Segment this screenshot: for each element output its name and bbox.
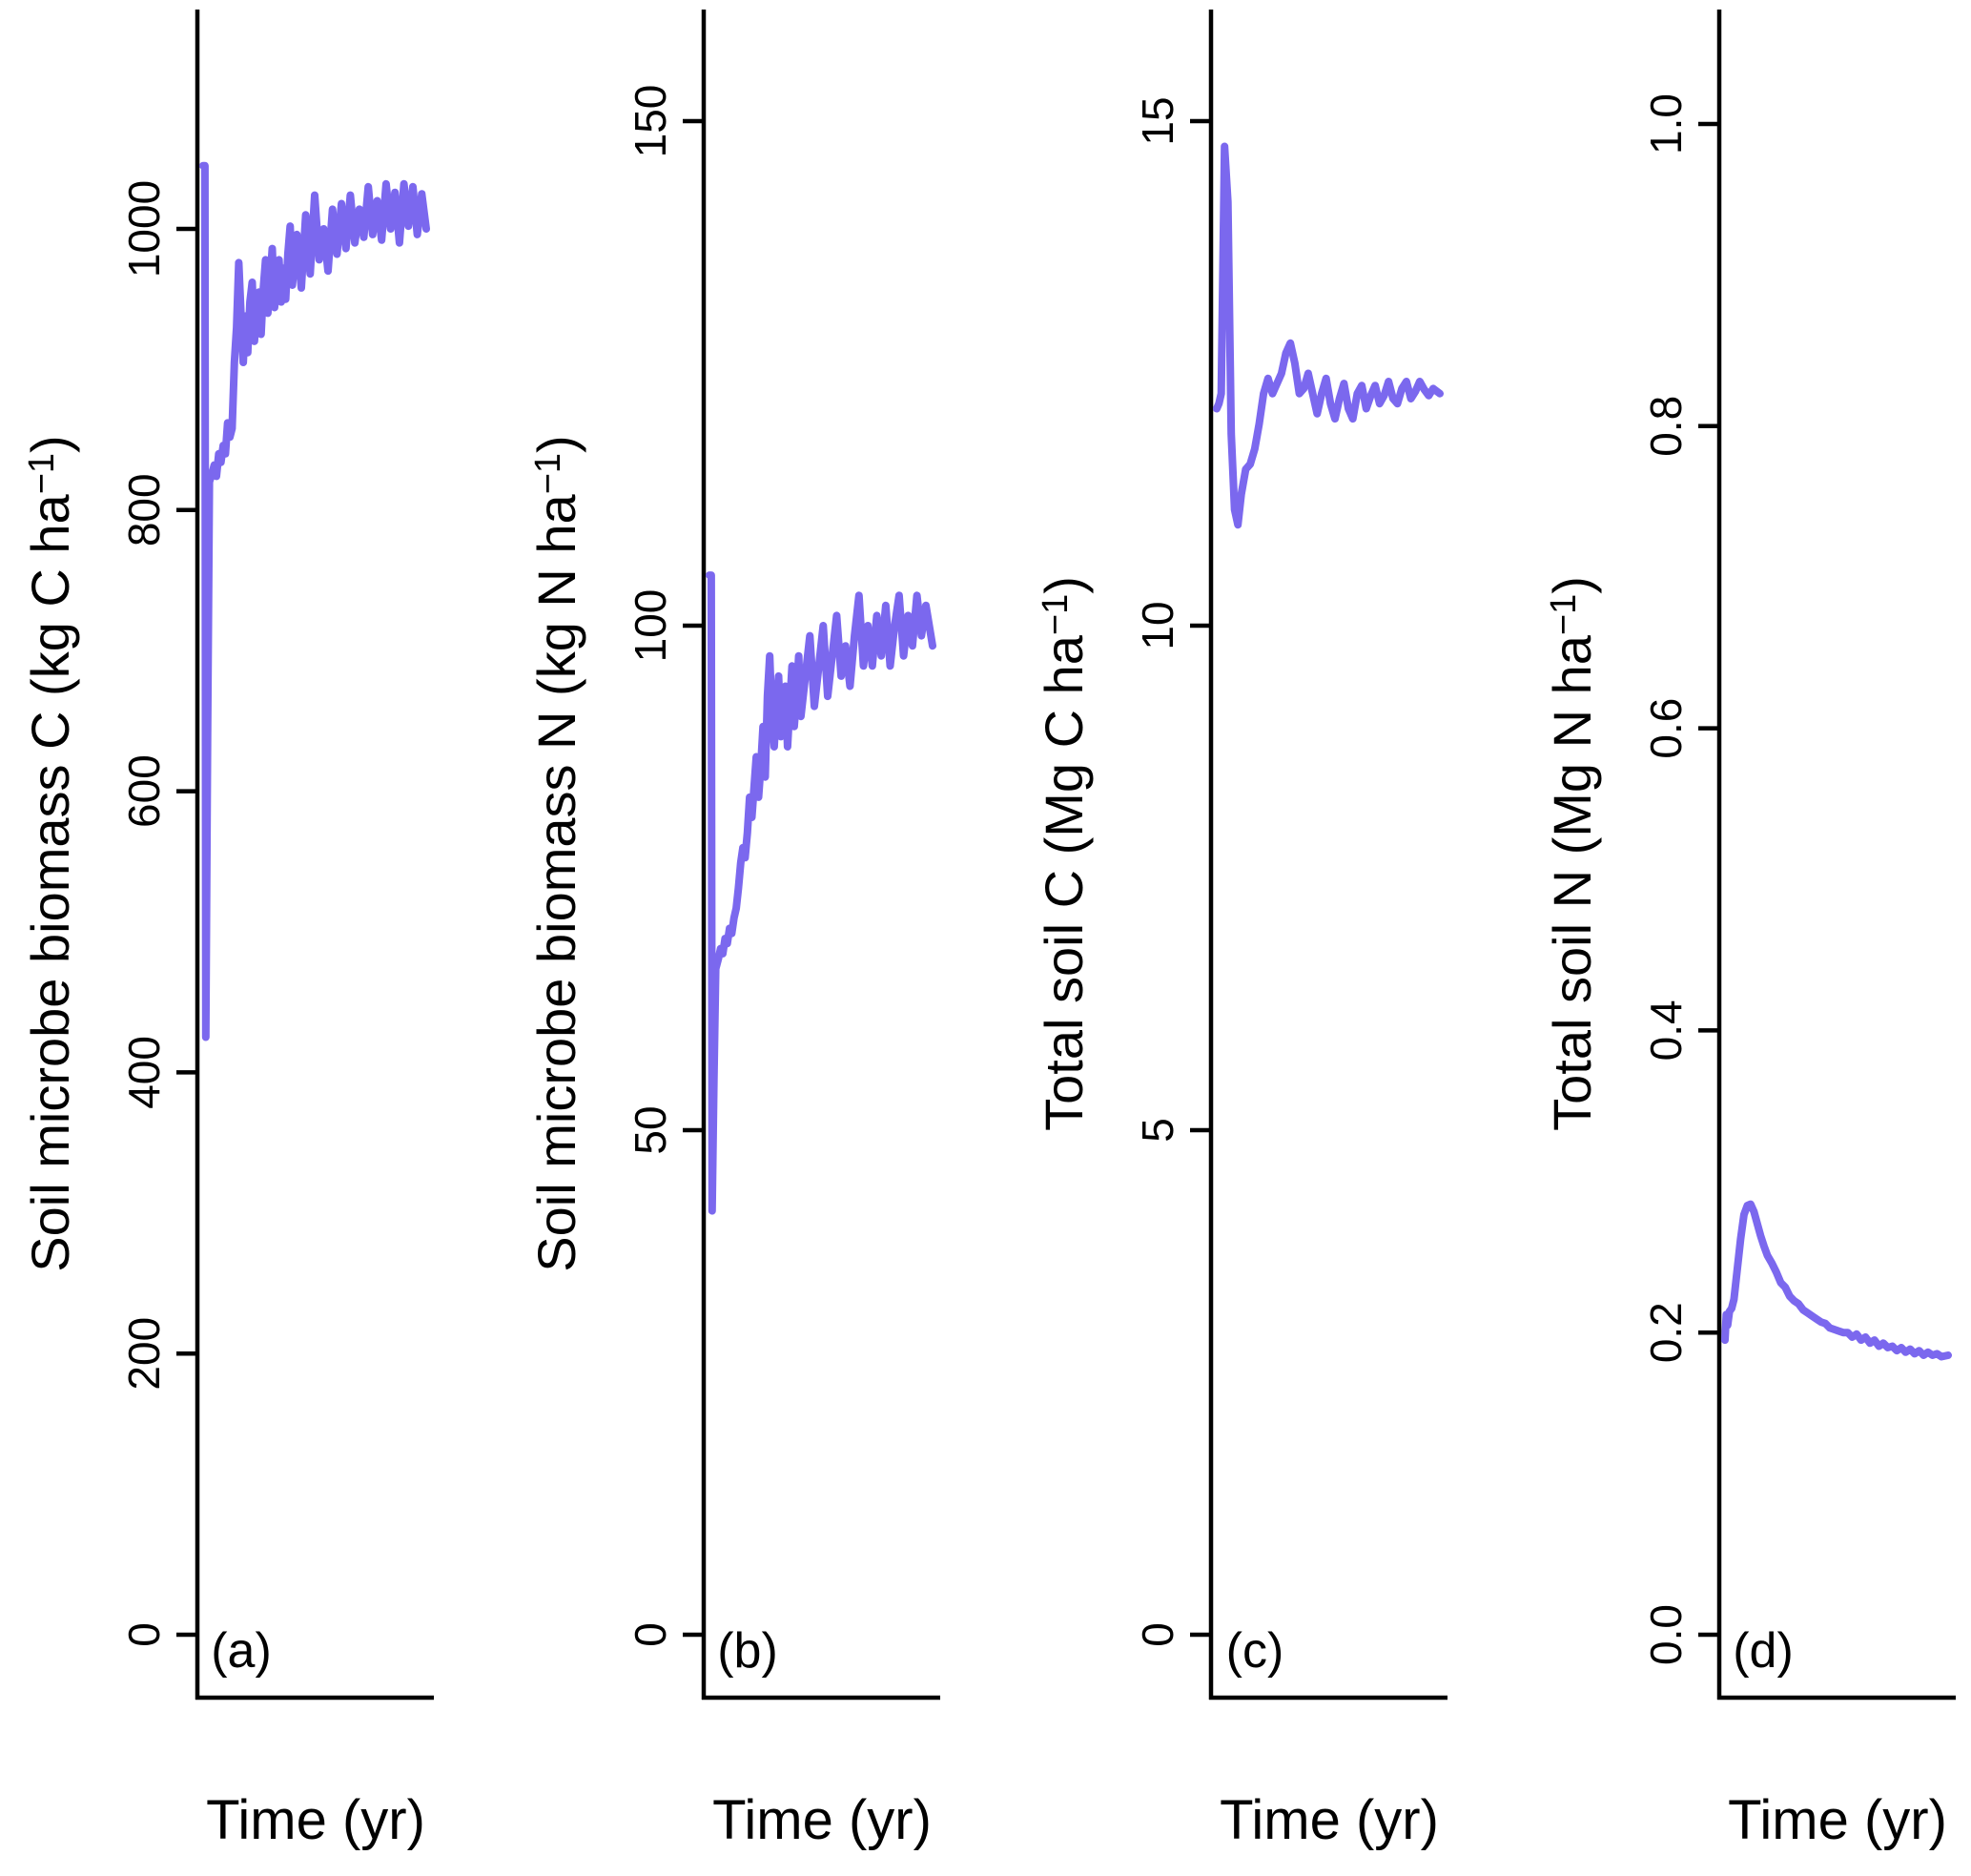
panel-a: 0 200 400 600 800 1000 Soil microbe biomass C … — [20, 10, 434, 1851]
y-tick-label: 1.0 — [1641, 93, 1691, 155]
y-tick-label: 150 — [626, 85, 675, 158]
y-axis-title: Total soil N (Mg N ha−1) — [1542, 576, 1602, 1131]
y-tick-label: 15 — [1133, 96, 1182, 145]
x-axis-title-d: Time (yr) — [1728, 1789, 1947, 1851]
panel-b: 0 50 100 150 Soil microbe biomass N (kg N ha… — [526, 10, 940, 1851]
y-tick-label: 50 — [626, 1105, 675, 1154]
panel-d: 0.0 0.2 0.4 0.6 0.8 1.0 Total soil N (Mg N ha−… — [1542, 10, 1956, 1851]
y-axis-title-text: Total soil C (Mg C ha — [1034, 634, 1094, 1131]
y-tick-label: 600 — [119, 754, 169, 828]
y-axis-title-text-end: ) — [20, 435, 80, 453]
x-axis-title-a: Time (yr) — [206, 1789, 425, 1851]
y-axis-title-text: Total soil N (Mg N ha — [1542, 634, 1602, 1131]
y-axis-title-superscript: −1 — [1544, 594, 1584, 635]
y-axis-title-superscript: −1 — [22, 453, 62, 494]
y-axis-title-text: Soil microbe biomass N (kg N ha — [526, 493, 586, 1271]
x-axis-title-c: Time (yr) — [1220, 1789, 1439, 1851]
y-tick-label: 800 — [119, 473, 169, 546]
y-tick-label: 5 — [1133, 1118, 1182, 1143]
panel-letter-c: (c) — [1226, 1623, 1284, 1679]
y-tick-label: 400 — [119, 1036, 169, 1109]
x-axis-title-b: Time (yr) — [712, 1789, 932, 1851]
y-tick-label: 0.2 — [1641, 1302, 1691, 1363]
y-tick-label: 0 — [626, 1622, 675, 1647]
y-tick-label: 1000 — [119, 180, 169, 278]
y-axis-title: Total soil C (Mg C ha−1) — [1034, 576, 1094, 1131]
panel-letter-a: (a) — [211, 1623, 272, 1679]
data-line-c — [1213, 142, 1444, 529]
data-line-a — [199, 161, 430, 1041]
y-tick-label: 100 — [626, 589, 675, 663]
y-tick-label: 0.0 — [1641, 1604, 1691, 1665]
y-tick-label: 0.8 — [1641, 396, 1691, 457]
y-axis-title: Soil microbe biomass N (kg N ha−1) — [526, 435, 586, 1271]
y-tick-label: 0 — [119, 1622, 169, 1647]
y-axis-title: Soil microbe biomass C (kg C ha−1) — [20, 435, 80, 1271]
y-axis-title-text-end: ) — [1034, 576, 1094, 594]
y-axis-title-text-end: ) — [1542, 576, 1602, 594]
y-axis-title-superscript: −1 — [1036, 594, 1076, 635]
y-axis-title-superscript: −1 — [528, 453, 568, 494]
y-axis-title-text-end: ) — [526, 435, 586, 453]
data-line-d — [1721, 1200, 1952, 1361]
y-tick-label: 0.6 — [1641, 698, 1691, 759]
panel-letter-d: (d) — [1733, 1623, 1794, 1679]
y-tick-label: 0.4 — [1641, 1000, 1691, 1061]
y-axis-title-text: Soil microbe biomass C (kg C ha — [20, 493, 80, 1271]
panel-letter-b: (b) — [717, 1623, 778, 1679]
data-line-b — [706, 571, 936, 1215]
y-tick-label: 0 — [1133, 1622, 1182, 1647]
y-tick-label: 200 — [119, 1317, 169, 1391]
panel-c: 0 5 10 15 Total soil C (Mg C ha−1) (c) Time (y… — [1034, 10, 1447, 1851]
y-tick-label: 10 — [1133, 601, 1182, 649]
